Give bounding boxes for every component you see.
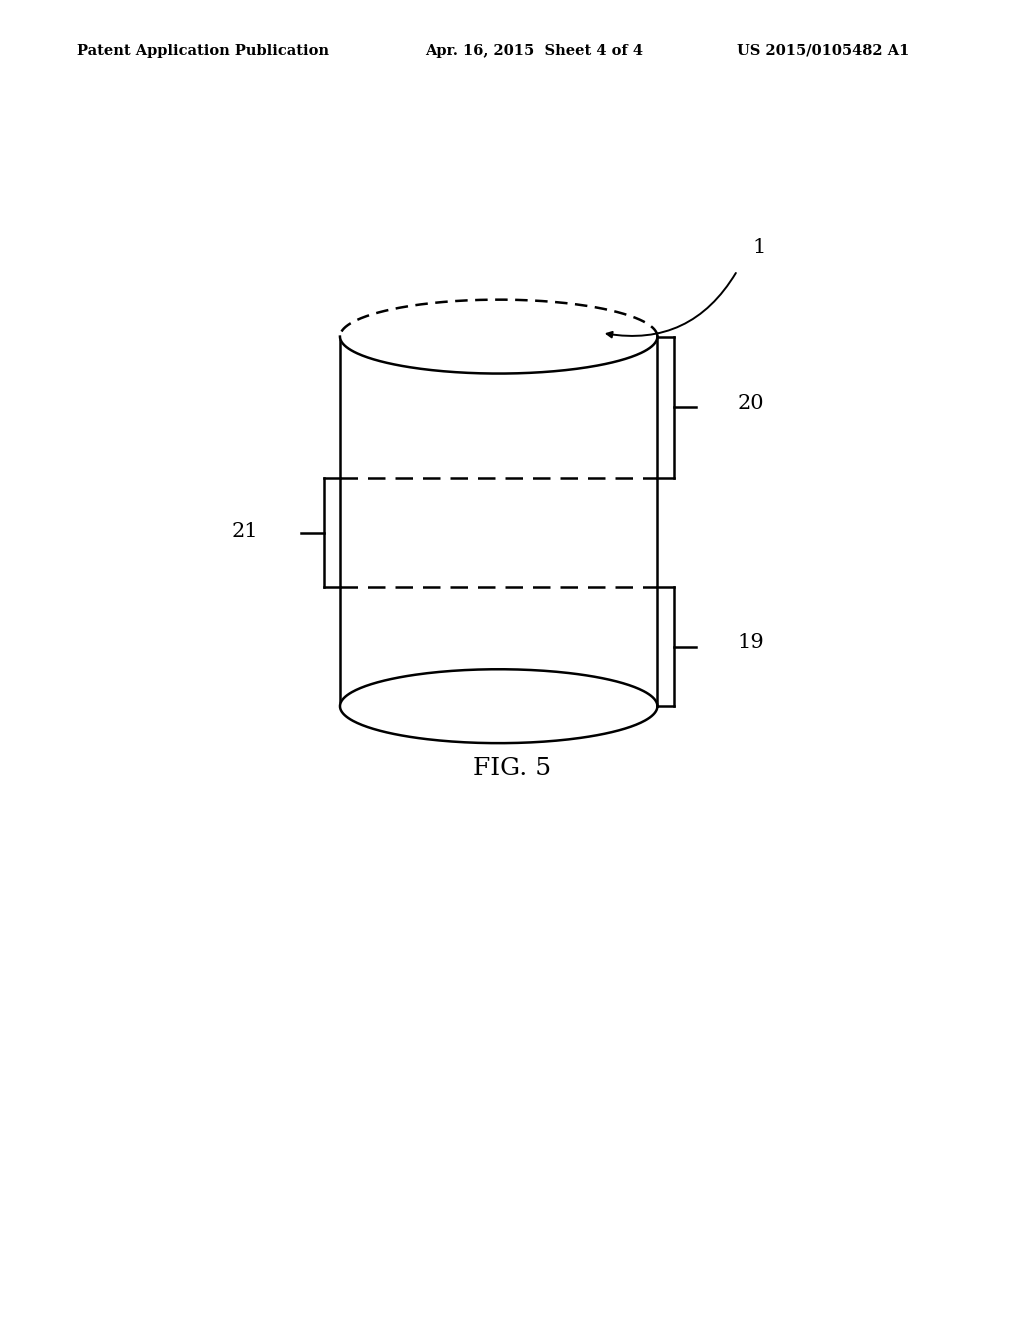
Text: 21: 21 xyxy=(231,523,258,541)
Text: FIG. 5: FIG. 5 xyxy=(473,756,551,780)
Text: Apr. 16, 2015  Sheet 4 of 4: Apr. 16, 2015 Sheet 4 of 4 xyxy=(425,44,643,58)
Text: 1: 1 xyxy=(753,239,766,257)
Text: US 2015/0105482 A1: US 2015/0105482 A1 xyxy=(737,44,909,58)
FancyArrowPatch shape xyxy=(607,273,736,338)
Text: 19: 19 xyxy=(737,634,764,652)
Polygon shape xyxy=(340,300,657,374)
Text: 20: 20 xyxy=(737,395,764,413)
Polygon shape xyxy=(340,669,657,743)
Text: Patent Application Publication: Patent Application Publication xyxy=(77,44,329,58)
